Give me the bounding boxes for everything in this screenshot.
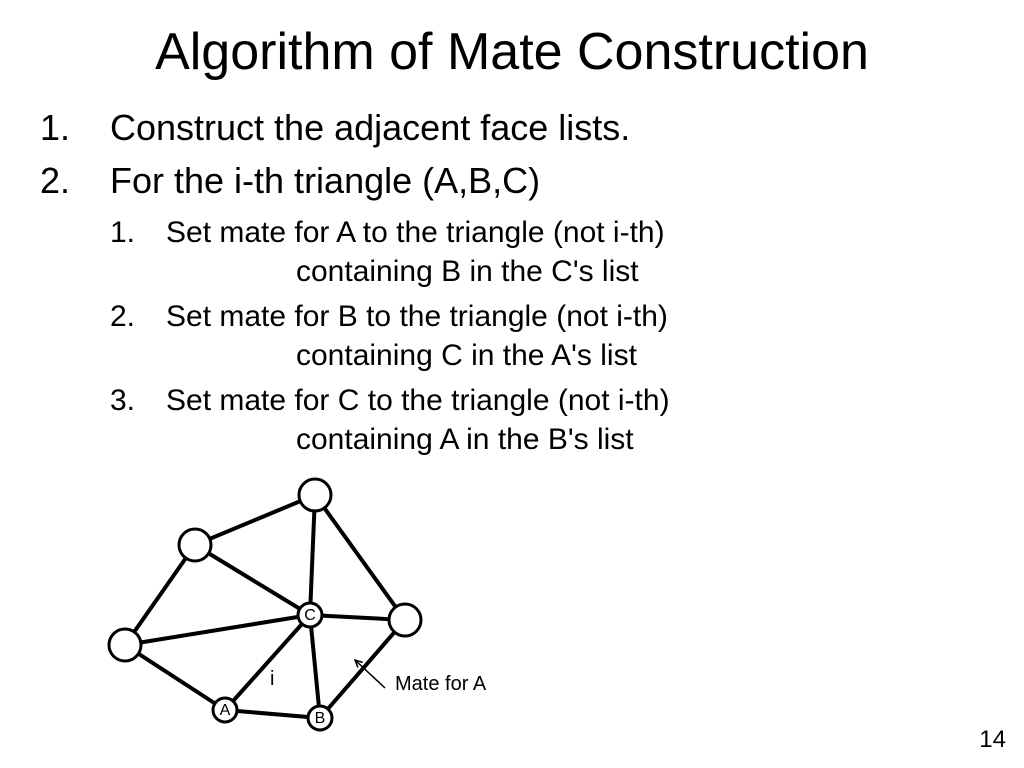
slide-title: Algorithm of Mate Construction: [0, 22, 1024, 82]
mesh-edge: [125, 645, 225, 710]
mesh-node: [109, 629, 141, 661]
mesh-diagram: C A Bi Mate for A: [60, 460, 580, 760]
mesh-edge: [310, 495, 315, 615]
mesh-edge: [225, 710, 320, 718]
mesh-edge: [225, 615, 310, 710]
mesh-edge: [125, 615, 310, 645]
list-number: 2.: [110, 297, 166, 375]
mesh-edge: [125, 545, 195, 645]
mesh-node-label: B: [315, 710, 326, 727]
mesh-node: [299, 479, 331, 511]
list-number: 2.: [40, 158, 110, 205]
list-text-cont: containing A in the B's list: [166, 420, 980, 459]
list-text: Set mate for C to the triangle (not i-th…: [166, 381, 980, 420]
list-item: 1. Construct the adjacent face lists.: [40, 105, 980, 152]
list-item: 1. Set mate for A to the triangle (not i…: [110, 213, 980, 291]
mesh-edge: [315, 495, 405, 620]
list-number: 3.: [110, 381, 166, 459]
list-text: For the i-th triangle (A,B,C): [110, 158, 540, 205]
list-item: 3. Set mate for C to the triangle (not i…: [110, 381, 980, 459]
list-text-cont: containing C in the A's list: [166, 336, 980, 375]
mate-for-a-label: Mate for A: [395, 673, 487, 695]
triangle-i-label: i: [270, 668, 274, 690]
mesh-edge: [195, 545, 310, 615]
mesh-edge: [195, 495, 315, 545]
page-number: 14: [979, 726, 1006, 754]
mesh-edge: [310, 615, 320, 718]
list-item: 2. For the i-th triangle (A,B,C): [40, 158, 980, 205]
mesh-node-label: C: [304, 607, 316, 624]
mesh-node-label: A: [220, 702, 231, 719]
mesh-node: [179, 529, 211, 561]
mesh-edge: [320, 620, 405, 718]
list-number: 1.: [110, 213, 166, 291]
list-text: Set mate for B to the triangle (not i-th…: [166, 297, 980, 336]
list-number: 1.: [40, 105, 110, 152]
list-text-cont: containing B in the C's list: [166, 252, 980, 291]
algorithm-inner-list: 1. Set mate for A to the triangle (not i…: [110, 213, 980, 459]
mesh-node: [389, 604, 421, 636]
algorithm-outer-list: 1. Construct the adjacent face lists. 2.…: [40, 105, 980, 465]
list-text: Set mate for A to the triangle (not i-th…: [166, 213, 980, 252]
list-text: Construct the adjacent face lists.: [110, 105, 630, 152]
list-item: 2. Set mate for B to the triangle (not i…: [110, 297, 980, 375]
